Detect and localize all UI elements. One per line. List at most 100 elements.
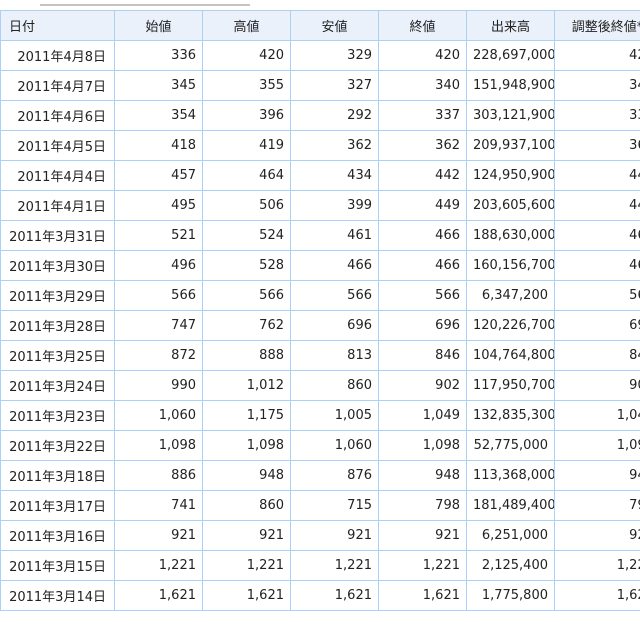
cell-date: 2011年4月1日: [0, 190, 115, 221]
cell-close: 420: [378, 40, 467, 71]
cell-open: 566: [114, 280, 203, 311]
cell-low: 1,060: [290, 430, 379, 461]
cell-date: 2011年3月23日: [0, 400, 115, 431]
cell-adj-close: 798: [554, 490, 640, 521]
header-low: 安値: [290, 10, 379, 41]
cell-date: 2011年3月18日: [0, 460, 115, 491]
cell-volume: 188,630,000: [466, 220, 555, 251]
cell-date: 2011年4月7日: [0, 70, 115, 101]
cell-volume: 1,775,800: [466, 580, 555, 611]
cell-adj-close: 420: [554, 40, 640, 71]
cell-close: 449: [378, 190, 467, 221]
header-date: 日付: [0, 10, 115, 41]
cell-adj-close: 902: [554, 370, 640, 401]
cell-close: 1,049: [378, 400, 467, 431]
price-history-table-wrapper: 日付 始値 高値 安値 終値 出来高 調整後終値* 2011年4月8日 336 42…: [0, 10, 640, 611]
cell-volume: 160,156,700: [466, 250, 555, 281]
cell-adj-close: 948: [554, 460, 640, 491]
cell-low: 566: [290, 280, 379, 311]
cell-high: 1,621: [202, 580, 291, 611]
cell-adj-close: 449: [554, 190, 640, 221]
cell-high: 506: [202, 190, 291, 221]
cell-close: 466: [378, 220, 467, 251]
cell-open: 1,060: [114, 400, 203, 431]
cell-close: 921: [378, 520, 467, 551]
cell-adj-close: 1,098: [554, 430, 640, 461]
cell-open: 495: [114, 190, 203, 221]
cell-high: 524: [202, 220, 291, 251]
cell-open: 418: [114, 130, 203, 161]
cell-adj-close: 846: [554, 340, 640, 371]
cell-low: 362: [290, 130, 379, 161]
cell-volume: 120,226,700: [466, 310, 555, 341]
cell-adj-close: 566: [554, 280, 640, 311]
cell-open: 872: [114, 340, 203, 371]
cell-adj-close: 1,221: [554, 550, 640, 581]
cell-volume: 6,251,000: [466, 520, 555, 551]
cell-open: 521: [114, 220, 203, 251]
cell-open: 1,621: [114, 580, 203, 611]
cell-volume: 6,347,200: [466, 280, 555, 311]
cell-low: 461: [290, 220, 379, 251]
cell-close: 1,221: [378, 550, 467, 581]
cell-high: 566: [202, 280, 291, 311]
cell-date: 2011年3月28日: [0, 310, 115, 341]
cell-open: 345: [114, 70, 203, 101]
cell-volume: 151,948,900: [466, 70, 555, 101]
cell-open: 336: [114, 40, 203, 71]
cell-close: 340: [378, 70, 467, 101]
cropped-title-underline: [40, 0, 250, 6]
cell-low: 466: [290, 250, 379, 281]
cell-low: 921: [290, 520, 379, 551]
cell-high: 464: [202, 160, 291, 191]
cell-low: 813: [290, 340, 379, 371]
cell-adj-close: 1,621: [554, 580, 640, 611]
cell-date: 2011年3月29日: [0, 280, 115, 311]
cell-volume: 132,835,300: [466, 400, 555, 431]
cell-volume: 228,697,000: [466, 40, 555, 71]
price-history-table: 日付 始値 高値 安値 終値 出来高 調整後終値* 2011年4月8日 336 42…: [0, 10, 640, 611]
cell-high: 396: [202, 100, 291, 131]
cell-close: 337: [378, 100, 467, 131]
cell-low: 434: [290, 160, 379, 191]
cell-close: 948: [378, 460, 467, 491]
cell-date: 2011年4月5日: [0, 130, 115, 161]
cell-volume: 104,764,800: [466, 340, 555, 371]
cell-high: 888: [202, 340, 291, 371]
cell-high: 762: [202, 310, 291, 341]
cell-volume: 124,950,900: [466, 160, 555, 191]
table-row: 2011年3月14日 1,621 1,621 1,621 1,621 1,775,800 1…: [0, 580, 640, 611]
table-header-row: 日付 始値 高値 安値 終値 出来高 調整後終値*: [0, 10, 640, 41]
cell-volume: 303,121,900: [466, 100, 555, 131]
cell-date: 2011年4月4日: [0, 160, 115, 191]
cell-high: 528: [202, 250, 291, 281]
cell-volume: 117,950,700: [466, 370, 555, 401]
cell-low: 1,005: [290, 400, 379, 431]
cell-adj-close: 466: [554, 220, 640, 251]
cell-low: 329: [290, 40, 379, 71]
cell-date: 2011年3月24日: [0, 370, 115, 401]
cell-volume: 52,775,000: [466, 430, 555, 461]
cell-date: 2011年3月30日: [0, 250, 115, 281]
cell-volume: 181,489,400: [466, 490, 555, 521]
cell-low: 876: [290, 460, 379, 491]
cell-low: 696: [290, 310, 379, 341]
cell-volume: 203,605,600: [466, 190, 555, 221]
table-body: 2011年4月8日336420329420228,697,0004202011年…: [0, 40, 640, 611]
cell-adj-close: 466: [554, 250, 640, 281]
cell-high: 419: [202, 130, 291, 161]
cell-adj-close: 337: [554, 100, 640, 131]
table-row: 2011年3月15日 1,221 1,221 1,221 1,221 2,125,400 1…: [0, 550, 640, 581]
cell-date: 2011年3月31日: [0, 220, 115, 251]
cell-low: 715: [290, 490, 379, 521]
cell-low: 1,221: [290, 550, 379, 581]
cell-open: 990: [114, 370, 203, 401]
